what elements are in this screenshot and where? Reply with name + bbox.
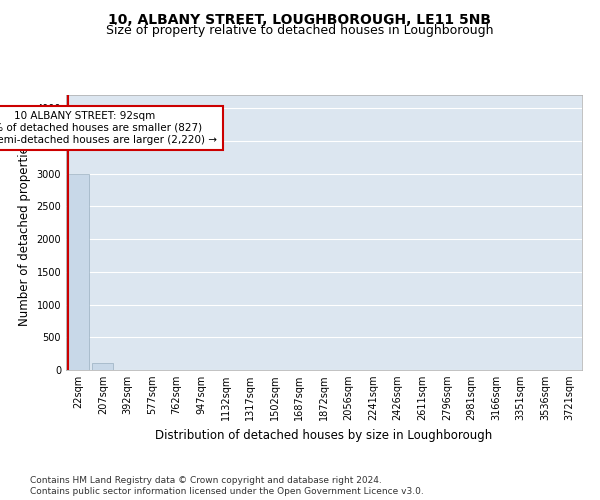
X-axis label: Distribution of detached houses by size in Loughborough: Distribution of detached houses by size … [155, 428, 493, 442]
Y-axis label: Number of detached properties: Number of detached properties [18, 140, 31, 326]
Text: Contains public sector information licensed under the Open Government Licence v3: Contains public sector information licen… [30, 488, 424, 496]
Text: Size of property relative to detached houses in Loughborough: Size of property relative to detached ho… [106, 24, 494, 37]
Text: 10 ALBANY STREET: 92sqm
← 27% of detached houses are smaller (827)
72% of semi-d: 10 ALBANY STREET: 92sqm ← 27% of detache… [0, 112, 217, 144]
Bar [92, 363, 113, 370]
Bar [68, 174, 89, 370]
Text: 10, ALBANY STREET, LOUGHBOROUGH, LE11 5NB: 10, ALBANY STREET, LOUGHBOROUGH, LE11 5N… [109, 12, 491, 26]
Text: Contains HM Land Registry data © Crown copyright and database right 2024.: Contains HM Land Registry data © Crown c… [30, 476, 382, 485]
